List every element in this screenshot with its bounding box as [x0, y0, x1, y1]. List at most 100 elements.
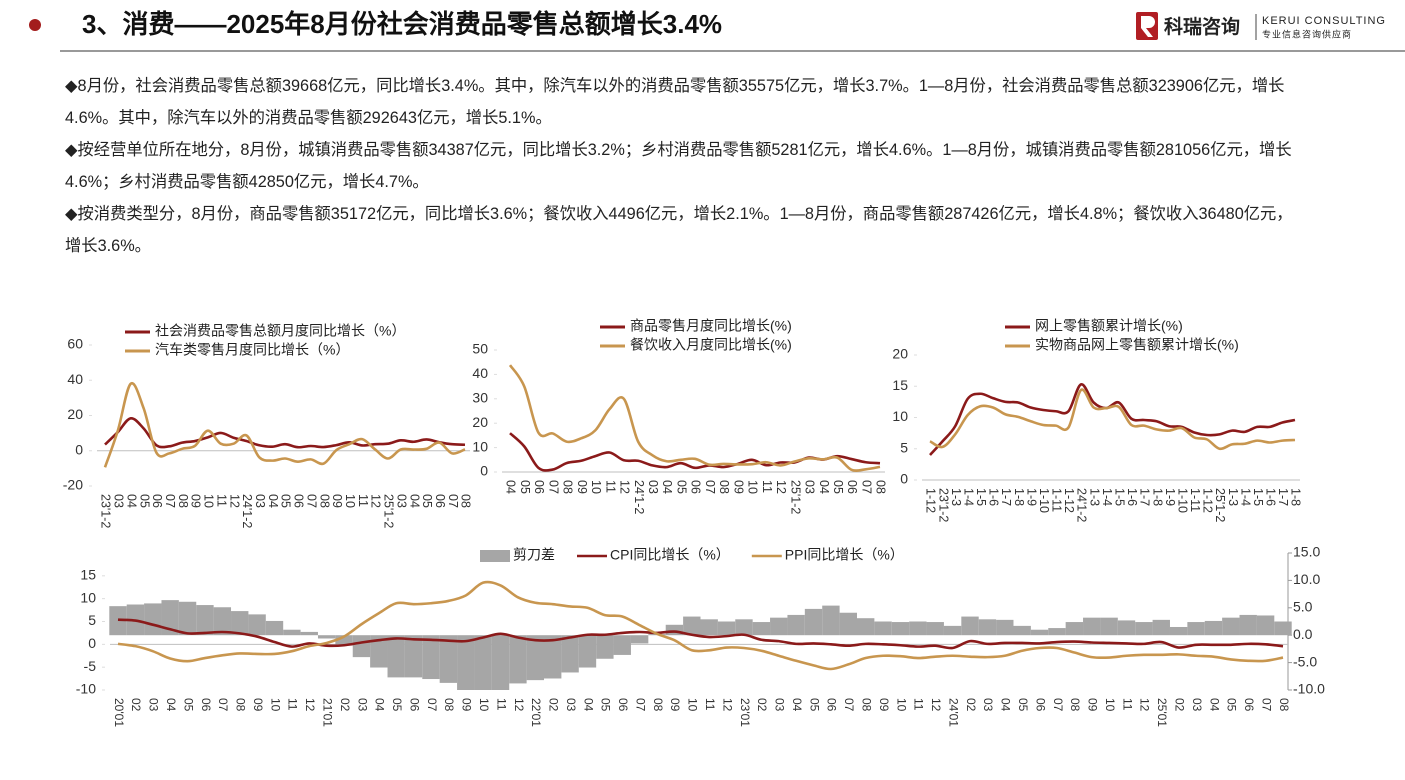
bar — [1013, 625, 1031, 636]
x-tick-label: 07 — [1051, 698, 1065, 712]
legend-swatch — [480, 550, 510, 562]
x-tick-label: 07 — [859, 480, 873, 494]
x-tick-label: 03 — [646, 480, 660, 494]
line — [929, 383, 1296, 456]
x-tick-label: 12 — [227, 494, 241, 508]
x-tick-label: 1-4 — [1100, 488, 1114, 506]
x-tick-label: 12 — [929, 698, 943, 712]
x-tick-label: 06 — [199, 698, 213, 712]
x-tick-label: 03 — [394, 494, 408, 508]
x-tick-label: 03 — [773, 698, 787, 712]
x-tick-label: 04 — [373, 698, 387, 712]
bar — [1065, 622, 1084, 636]
x-tick-label: 05 — [181, 698, 195, 712]
line — [117, 580, 1284, 671]
y-tick-label: -20 — [63, 477, 83, 493]
bar — [439, 635, 458, 683]
x-tick-label: 1-6 — [1125, 488, 1139, 506]
x-tick-label: 06 — [689, 480, 703, 494]
bar — [300, 631, 318, 636]
bar — [735, 619, 753, 636]
x-tick-label: 05 — [599, 698, 613, 712]
x-tick-label: 06 — [825, 698, 839, 712]
bar — [891, 622, 910, 636]
y-tick-label: 5 — [900, 439, 908, 455]
bar — [457, 635, 475, 690]
bar — [683, 616, 701, 636]
legend-label: 餐饮收入月度同比增长(%) — [630, 337, 792, 353]
x-tick-label: 07 — [425, 698, 439, 712]
x-tick-label: 21'01 — [320, 698, 334, 727]
x-tick-label: 02 — [129, 698, 143, 712]
x-tick-label: 1-4 — [961, 488, 975, 506]
x-tick-label: 12 — [774, 480, 788, 494]
x-tick-label: 12 — [1138, 698, 1152, 712]
bar — [1239, 614, 1257, 636]
y-tick-label: 30 — [472, 390, 488, 406]
x-tick-label: 05 — [518, 480, 532, 494]
bar — [248, 614, 266, 636]
x-tick-label: 05 — [420, 494, 434, 508]
x-tick-label: 09 — [575, 480, 589, 494]
x-tick-label: 1-8 — [1289, 488, 1303, 506]
x-tick-label: 09 — [251, 698, 265, 712]
x-tick-label: 10 — [746, 480, 760, 494]
x-tick-label: 04 — [999, 698, 1013, 712]
bar — [1030, 629, 1049, 636]
x-tick-label: 08 — [874, 480, 888, 494]
legend-label: PPI同比增长（%） — [785, 547, 904, 563]
x-tick-label: 04 — [790, 698, 804, 712]
x-tick-label: 1-11 — [1050, 488, 1064, 512]
x-tick-label: 07 — [1259, 698, 1273, 712]
bar — [491, 635, 510, 690]
x-tick-label: 04 — [164, 698, 178, 712]
x-tick-label: 12 — [369, 494, 383, 508]
y-tick-label: 15 — [892, 377, 908, 393]
bar — [856, 618, 875, 636]
bar — [196, 605, 214, 636]
x-tick-label: 1-10 — [1037, 488, 1051, 513]
y-tick-label: -10 — [76, 681, 96, 697]
x-tick-label: 02 — [964, 698, 978, 712]
x-tick-label: 10 — [268, 698, 282, 712]
bar — [387, 635, 405, 678]
x-tick-label: 1-12 — [1062, 488, 1076, 513]
y-tick-label: 50 — [472, 341, 488, 357]
x-tick-label: 05 — [279, 494, 293, 508]
bar — [144, 603, 162, 636]
x-tick-label: 1-8 — [1150, 488, 1164, 506]
line — [104, 417, 466, 449]
x-tick-label: 03 — [564, 698, 578, 712]
x-tick-label: 02 — [755, 698, 769, 712]
x-tick-label: 08 — [651, 698, 665, 712]
x-tick-label: 06 — [150, 494, 164, 508]
x-tick-label: 11 — [603, 480, 617, 493]
bar — [335, 635, 353, 646]
bar — [1274, 621, 1292, 636]
x-tick-label: 06 — [292, 494, 306, 508]
bar — [648, 634, 666, 636]
x-tick-label: 11 — [214, 494, 228, 507]
x-tick-label: 11 — [1120, 698, 1134, 711]
bar — [422, 635, 440, 680]
x-tick-label: 12 — [618, 480, 632, 494]
bar — [804, 608, 823, 636]
x-tick-label: 1-5 — [974, 488, 988, 506]
x-tick-label: 1-9 — [1024, 488, 1038, 506]
x-tick-label: 08 — [1277, 698, 1291, 712]
x-tick-label: 10 — [589, 480, 603, 494]
x-tick-label: 04 — [266, 494, 280, 508]
y-tick-label: 40 — [67, 371, 83, 387]
x-tick-label: 03 — [253, 494, 267, 508]
bar — [352, 635, 371, 658]
x-tick-label: 04 — [581, 698, 595, 712]
x-tick-label: 07 — [633, 698, 647, 712]
x-tick-label: 08 — [860, 698, 874, 712]
bar — [178, 601, 197, 636]
x-tick-label: 07 — [216, 698, 230, 712]
y2-tick-label: 15.0 — [1293, 544, 1320, 560]
paragraph: ◆按经营单位所在地分，8月份，城镇消费品零售额34387亿元，同比增长3.2%；… — [65, 141, 1292, 191]
x-tick-label: 05 — [390, 698, 404, 712]
x-tick-label: 1-9 — [1163, 488, 1177, 506]
